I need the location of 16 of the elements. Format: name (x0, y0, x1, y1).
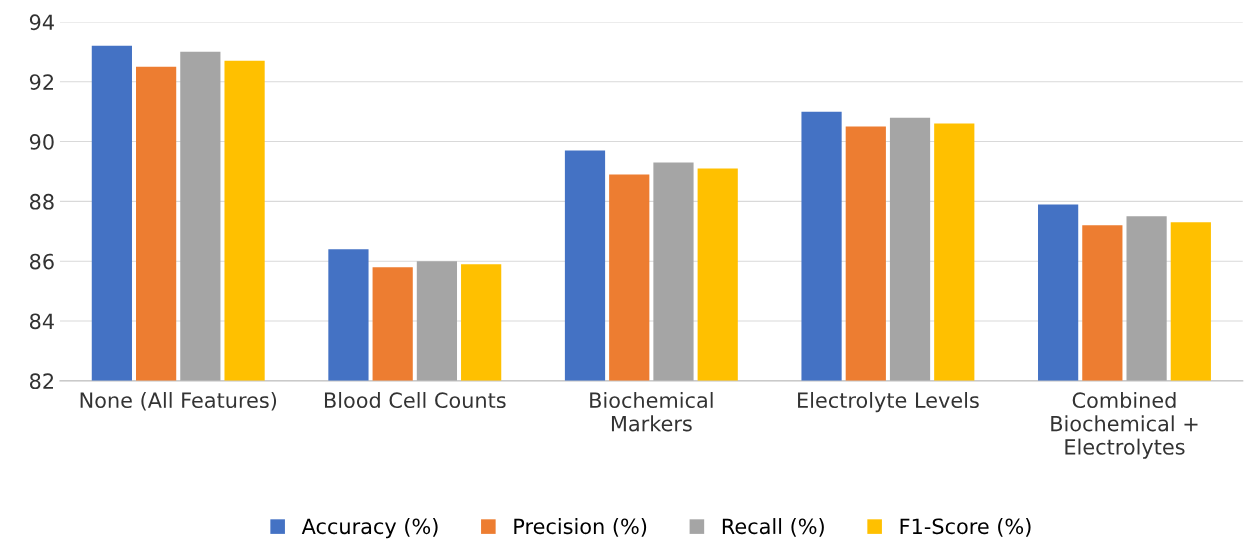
x-tick-label: Biochemical Markers (590, 391, 713, 432)
y-tick-label: 82 (29, 373, 53, 390)
legend-label: Accuracy (%) (301, 518, 438, 539)
legend-label: Precision (%) (514, 518, 647, 537)
y-tick-label: 88 (29, 193, 54, 210)
x-tick-label: Combined Biochemical + Electrolytes (1051, 391, 1198, 459)
x-tick-label: None (All Features) (80, 391, 277, 411)
y-tick-label: 92 (29, 74, 53, 90)
y-tick-label: 94 (29, 14, 54, 31)
x-tick-label: Blood Cell Counts (324, 391, 506, 409)
legend-label: F1-Score (%) (900, 518, 1031, 537)
y-tick-label: 90 (29, 134, 54, 150)
legend-label: Recall (%) (722, 518, 824, 537)
y-tick-label: 86 (29, 253, 54, 270)
y-tick-label: 84 (29, 313, 54, 330)
x-tick-label: Electrolyte Levels (798, 391, 979, 413)
